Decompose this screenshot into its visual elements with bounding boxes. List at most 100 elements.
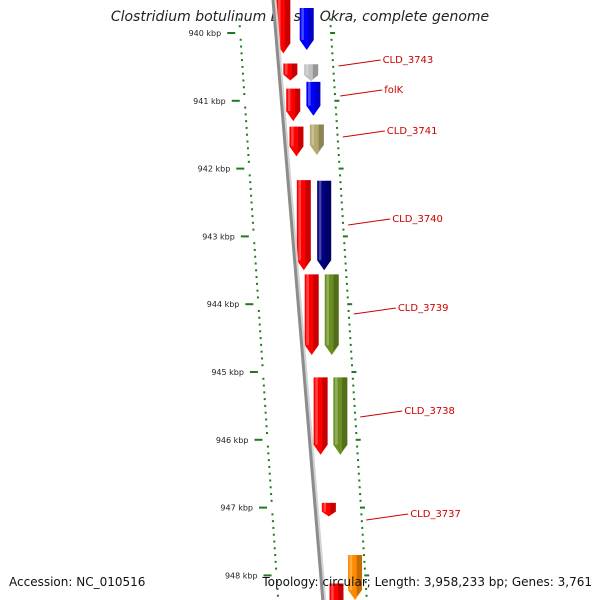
outer-tick-dot <box>345 282 348 285</box>
orf-arrow-highlight <box>306 274 309 346</box>
outer-tick-dot <box>345 276 348 279</box>
minor-tick-dot <box>245 120 248 123</box>
minor-tick-dot <box>276 587 279 590</box>
gene-arrow <box>317 180 332 271</box>
orf-arrow-body <box>304 274 319 356</box>
minor-tick-dot <box>256 296 259 299</box>
minor-tick-dot <box>239 38 242 41</box>
minor-tick-dot <box>272 526 275 529</box>
outer-tick-dot <box>333 86 336 89</box>
minor-tick-dot <box>250 201 253 204</box>
minor-tick-dot <box>245 126 248 129</box>
outer-tick-dot <box>351 364 354 367</box>
minor-tick-dot <box>268 472 271 475</box>
minor-tick-dot <box>263 398 266 401</box>
outer-tick-dot <box>356 459 359 462</box>
minor-tick-dot <box>266 445 269 448</box>
minor-tick-dot <box>275 567 278 570</box>
orf-arrow-highlight <box>315 377 318 445</box>
minor-tick-dot <box>265 418 268 421</box>
outer-tick-dot <box>342 221 345 224</box>
minor-tick-dot <box>242 86 245 89</box>
minor-tick-dot <box>261 364 264 367</box>
minor-tick-dot <box>258 323 261 326</box>
minor-tick-dot <box>247 154 250 157</box>
outer-tick-dot <box>360 513 363 516</box>
orf-arrow-highlight <box>331 583 334 600</box>
tick-label: 942 kbp <box>198 165 231 174</box>
gene-arrow-body <box>306 81 321 116</box>
minor-tick-dot <box>240 45 243 48</box>
minor-tick-dot <box>255 269 258 272</box>
minor-tick-dot <box>241 72 244 75</box>
outer-tick-dot <box>352 384 355 387</box>
outer-tick-dot <box>361 526 364 529</box>
orf-arrow <box>296 180 311 271</box>
outer-tick-dot <box>333 93 336 96</box>
gene-arrow-shade <box>342 377 348 451</box>
outer-tick-dot <box>353 404 356 407</box>
outer-tick-dot <box>350 350 353 353</box>
outer-tick-dot <box>355 432 358 435</box>
outer-tick-dot <box>358 479 361 482</box>
minor-tick-dot <box>244 106 247 109</box>
gene-arrow <box>306 81 321 116</box>
outer-tick-dot <box>343 242 346 245</box>
outer-tick-dot <box>359 493 362 496</box>
outer-tick-dot <box>348 330 351 333</box>
orf-arrow-shade <box>292 63 298 79</box>
gene-arrow-highlight <box>308 81 311 106</box>
minor-tick-dot <box>270 493 273 496</box>
minor-tick-dot <box>254 262 257 265</box>
minor-tick-dot <box>263 391 266 394</box>
gene-label-leader <box>360 410 403 418</box>
orf-arrow-body <box>329 583 344 600</box>
tick-label: 941 kbp <box>193 97 226 106</box>
minor-tick-dot <box>246 147 249 150</box>
outer-tick-dot <box>348 316 351 319</box>
gene-arrow-shade <box>312 64 319 79</box>
outer-tick-dot <box>329 25 332 28</box>
outer-tick-dot <box>357 472 360 475</box>
outer-tick-dot <box>357 465 360 468</box>
minor-tick-dot <box>262 377 265 380</box>
outer-tick-dot <box>342 228 345 231</box>
outer-tick-dot <box>362 554 365 557</box>
outer-tick-dot <box>364 581 367 584</box>
outer-tick-dot <box>353 411 356 414</box>
outer-tick-dot <box>359 499 362 502</box>
minor-tick-dot <box>260 343 263 346</box>
minor-tick-dot <box>253 248 256 251</box>
outer-tick-dot <box>338 167 344 170</box>
orf-arrow <box>283 63 298 81</box>
gene-arrow-top-highlight <box>301 0 304 40</box>
tick-label: 944 kbp <box>207 300 240 309</box>
minor-tick-dot <box>259 337 262 340</box>
minor-tick-dot <box>241 59 244 62</box>
minor-tick-dot <box>249 181 252 184</box>
minor-tick-dot <box>247 160 250 163</box>
outer-tick-dot <box>332 72 335 75</box>
minor-tick-dot <box>270 499 273 502</box>
outer-tick-dot <box>339 187 342 190</box>
gene-arrow <box>309 124 324 156</box>
minor-tick-dot <box>269 486 272 489</box>
outer-tick-dot <box>358 486 361 489</box>
outer-tick-dot <box>356 445 359 448</box>
minor-tick-dot <box>261 357 264 360</box>
minor-tick-dot <box>265 425 268 428</box>
gene-arrow-bottom <box>348 555 363 600</box>
outer-tick-dot <box>336 133 339 136</box>
outer-tick-dot <box>349 343 352 346</box>
tick-label: 945 kbp <box>211 368 244 377</box>
backbone-line <box>271 0 325 600</box>
minor-tick-dot <box>267 459 270 462</box>
backbone-shadow <box>273 0 327 600</box>
outer-tick-dot <box>336 126 339 129</box>
outer-tick-dot <box>330 32 336 34</box>
outer-tick-dot <box>347 309 350 312</box>
outer-tick-dot <box>346 289 349 292</box>
minor-tick-dot <box>249 187 252 190</box>
orf-arrow-shade <box>313 274 319 352</box>
